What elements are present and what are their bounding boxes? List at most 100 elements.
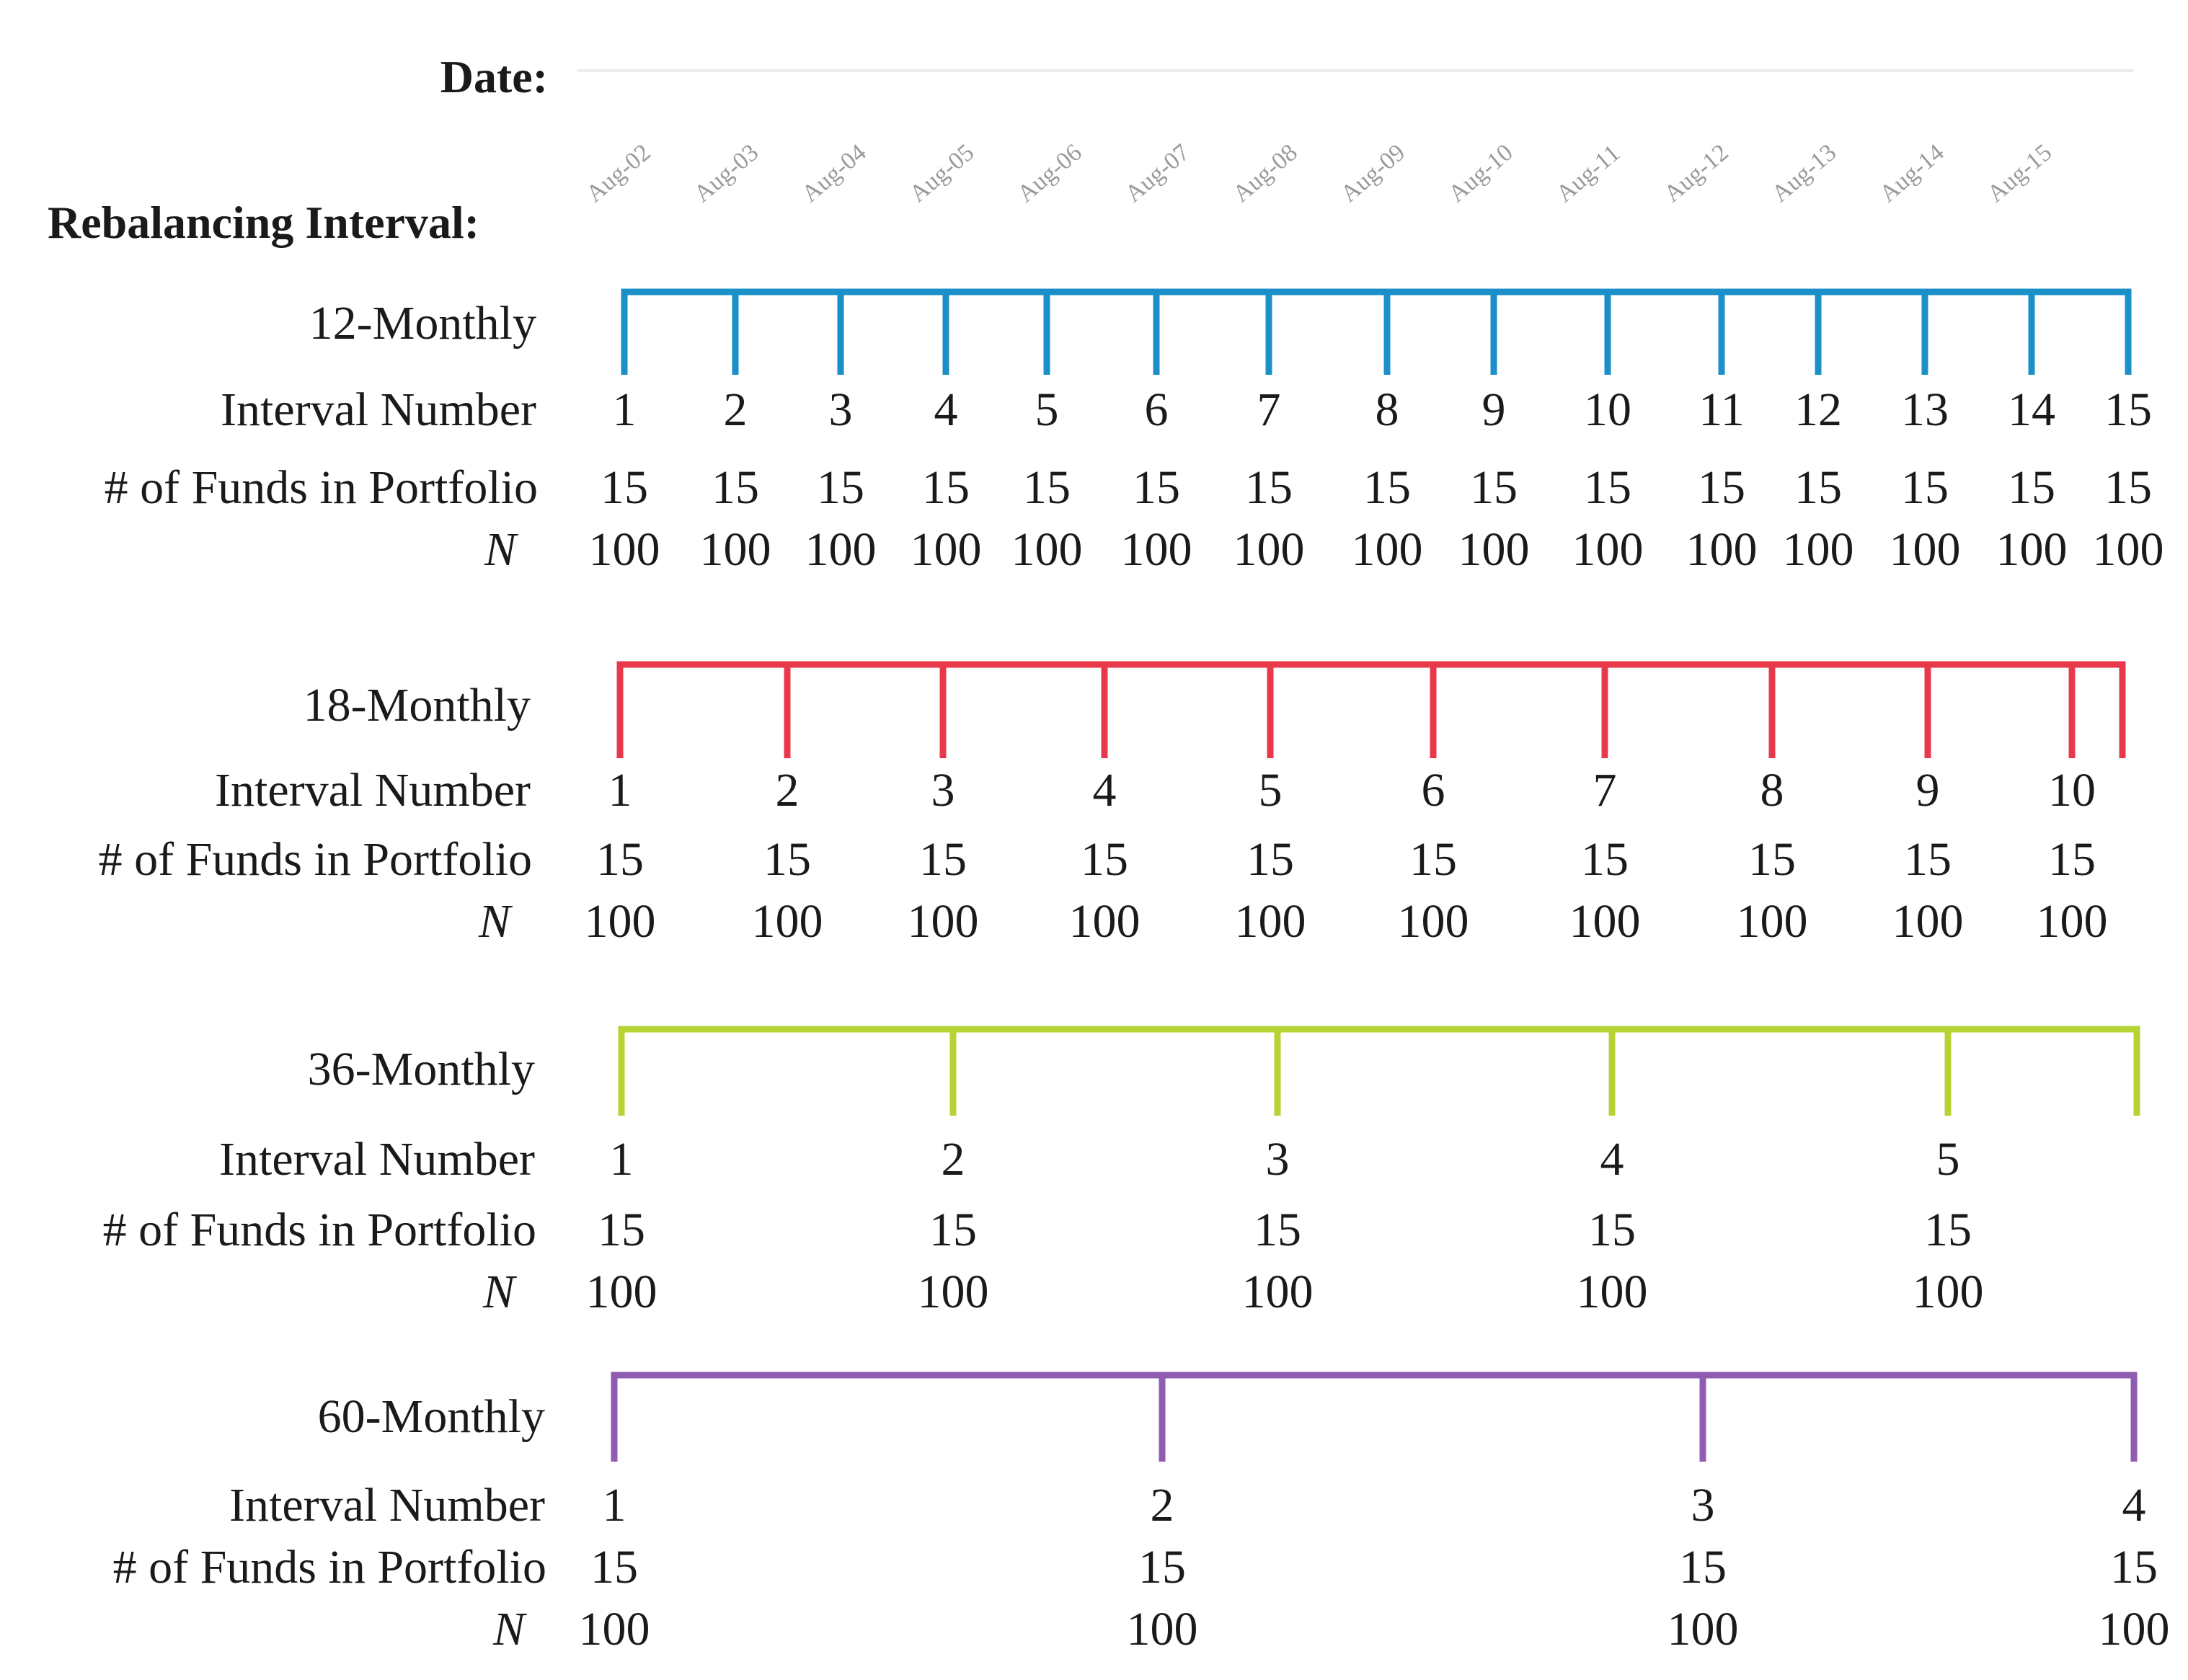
interval-number-label: Interval Number [215,764,531,817]
interval-number-label: Interval Number [219,1133,535,1186]
interval-number-value: 6 [1145,383,1169,436]
n-label: N [482,1266,518,1318]
date-tick-label: Aug-13 [1767,139,1841,208]
interval-number-value: 8 [1760,764,1784,817]
n-value: 100 [1235,895,1306,948]
interval-number-value: 7 [1593,764,1617,817]
panel-title: 60-Monthly [318,1390,545,1443]
interval-number-value: 3 [829,383,853,436]
funds-value: 15 [2104,461,2152,514]
date-heading: Date: [440,51,548,102]
panel-12-monthly: 12-Monthly Interval Number # of Funds in P… [105,288,2164,576]
funds-value: 15 [2048,833,2096,886]
n-value: 100 [1783,523,1854,576]
n-value: 100 [579,1603,650,1655]
interval-number-value: 7 [1257,383,1281,436]
funds-value: 15 [1246,833,1294,886]
date-tick-label: Aug-11 [1551,140,1625,208]
panel-title: 36-Monthly [308,1043,535,1095]
n-value: 100 [1242,1266,1314,1318]
n-value: 100 [1892,895,1964,948]
funds-value: 15 [1409,833,1457,886]
funds-value: 15 [1698,461,1745,514]
date-tick-label: Aug-03 [689,139,763,208]
date-tick-label: Aug-06 [1012,139,1086,208]
interval-number-value: 12 [1794,383,1842,436]
interval-number-label: Interval Number [229,1479,545,1532]
funds-value: 15 [712,461,759,514]
interval-number-value: 4 [934,383,958,436]
funds-label: # of Funds in Portfolio [113,1541,546,1594]
n-label: N [484,523,519,576]
interval-number-value: 8 [1376,383,1399,436]
interval-number-value: 1 [608,764,632,817]
funds-value: 15 [1924,1204,1972,1256]
funds-value: 15 [1470,461,1518,514]
interval-number-value: 14 [2008,383,2055,436]
panel-60-monthly: 60-Monthly Interval Number # of Funds in P… [113,1372,2170,1655]
funds-value: 15 [1748,833,1796,886]
n-value: 100 [2037,895,2108,948]
interval-number-value: 4 [1600,1133,1624,1186]
funds-value: 15 [1901,461,1949,514]
interval-number-value: 15 [2104,383,2152,436]
interval-number-value: 1 [610,1133,634,1186]
n-value: 100 [2099,1603,2170,1655]
panel-36-monthly: 36-Monthly Interval Number # of Funds in P… [103,1026,2140,1318]
interval-number-value: 6 [1422,764,1445,817]
n-label: N [478,895,513,948]
interval-number-value: 11 [1698,383,1745,436]
funds-label: # of Funds in Portfolio [103,1204,536,1256]
panel-title: 18-Monthly [304,679,531,732]
interval-number-value: 3 [931,764,955,817]
funds-label: # of Funds in Portfolio [105,461,538,514]
panel-title: 12-Monthly [309,297,536,350]
date-tick-label: Aug-05 [905,139,979,208]
n-value: 100 [585,895,656,948]
date-tick-label: Aug-04 [797,139,871,208]
funds-value: 15 [919,833,967,886]
funds-value: 15 [922,461,970,514]
interval-number-value: 1 [603,1479,626,1532]
n-value: 100 [1569,895,1641,948]
n-value: 100 [1737,895,1808,948]
funds-value: 15 [1794,461,1842,514]
date-tick-label: Aug-02 [581,139,655,208]
interval-number-value: 3 [1266,1133,1290,1186]
interval-number-value: 5 [1035,383,1059,436]
rebalancing-interval-heading: Rebalancing Interval: [48,197,479,248]
interval-number-value: 2 [776,764,800,817]
interval-number-value: 4 [1093,764,1117,817]
funds-value: 15 [1245,461,1293,514]
funds-value: 15 [2008,461,2055,514]
date-tick-label: Aug-15 [1983,139,2057,208]
funds-value: 15 [601,461,648,514]
n-value: 100 [586,1266,657,1318]
n-value: 100 [1127,1603,1198,1655]
interval-number-value: 9 [1482,383,1506,436]
funds-value: 15 [929,1204,977,1256]
date-tick-labels: Aug-02 Aug-03 Aug-04 Aug-05 Aug-06 Aug-07 Aug-… [581,139,2057,208]
n-value: 100 [1352,523,1423,576]
date-tick-label: Aug-07 [1120,139,1195,208]
interval-number-value: 1 [613,383,637,436]
date-tick-label: Aug-10 [1443,139,1518,208]
n-value: 100 [1890,523,1961,576]
n-value: 100 [589,523,660,576]
funds-value: 15 [763,833,811,886]
n-value: 100 [1572,523,1644,576]
date-tick-label: Aug-08 [1228,139,1302,208]
interval-number-value: 10 [1584,383,1631,436]
date-tick-label: Aug-14 [1874,139,1949,208]
n-value: 100 [908,895,979,948]
funds-value: 15 [596,833,644,886]
n-value: 100 [1069,895,1140,948]
interval-number-value: 5 [1936,1133,1960,1186]
n-value: 100 [805,523,877,576]
n-value: 100 [1913,1266,1984,1318]
funds-value: 15 [1584,461,1631,514]
interval-number-value: 4 [2122,1479,2146,1532]
funds-value: 15 [1679,1541,1727,1594]
interval-number-value: 5 [1259,764,1283,817]
n-label: N [492,1603,528,1655]
